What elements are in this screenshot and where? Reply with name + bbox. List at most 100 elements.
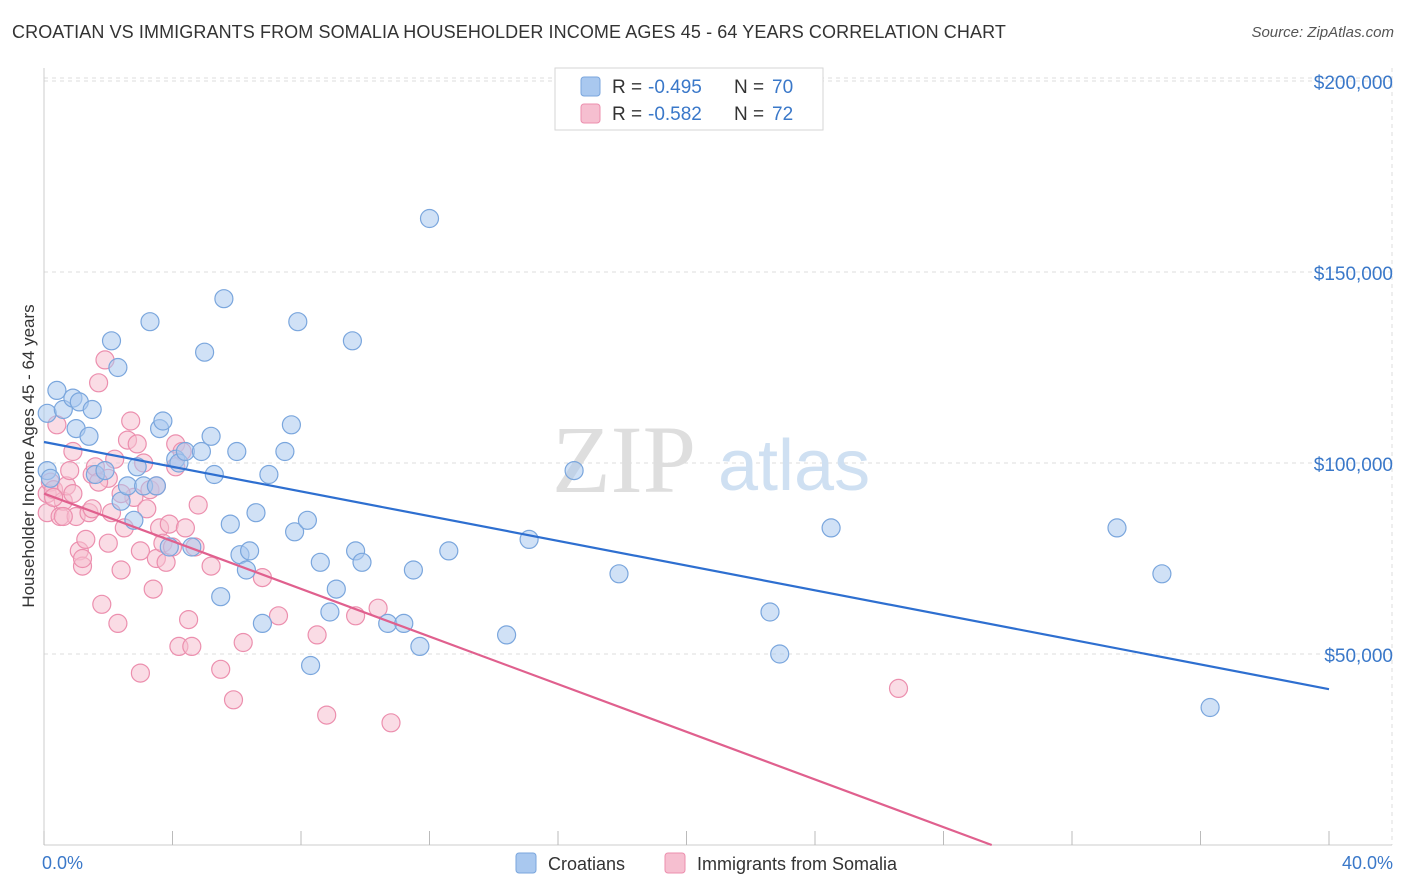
croatian-point [95, 461, 115, 481]
legend-somalia-n-label: N = [734, 104, 764, 125]
watermark-zip-text: ZIP [552, 406, 696, 513]
somalia-point [188, 495, 208, 515]
x-axis-ticks [43, 831, 1330, 845]
somalia-point [888, 678, 909, 699]
legend-somalia-r-value: -0.582 [648, 104, 702, 125]
bottom-legend-croatians-swatch [515, 852, 537, 874]
croatian-point [760, 602, 780, 622]
croatian-point [101, 331, 122, 351]
croatian-point [240, 541, 260, 561]
legend-croatians-n-value: 70 [772, 77, 793, 98]
croatian-point [227, 441, 247, 462]
bottom-legend-somalia-swatch [664, 852, 686, 874]
somalia-point [179, 609, 199, 630]
somalia-point [92, 594, 112, 614]
croatian-point [770, 644, 790, 664]
croatian-point [1200, 697, 1220, 718]
somalia-point [268, 606, 289, 626]
somalia-point [63, 441, 83, 462]
croatian-point [403, 560, 423, 580]
y-tick-label: $50,000 [1324, 646, 1393, 667]
somalia-point [60, 461, 80, 481]
croatian-point [301, 655, 321, 676]
croatian-point [252, 613, 272, 634]
grid-lines [44, 68, 1393, 845]
legend-croatians-r-value: -0.495 [648, 77, 702, 98]
trendlines [43, 440, 1330, 847]
y-axis-tick-labels: $50,000 $100,000 $150,000 $200,000 [1314, 73, 1393, 667]
croatian-point [37, 403, 57, 423]
croatian-point [275, 441, 295, 462]
somalia-point [72, 548, 93, 569]
croatian-point [79, 426, 99, 446]
croatian-point [288, 312, 308, 332]
somalia-point [121, 411, 141, 431]
croatians-trendline [43, 440, 1330, 691]
croatian-point [1152, 564, 1172, 584]
y-tick-label: $150,000 [1314, 264, 1393, 285]
croatian-point [320, 602, 340, 622]
croatian-point [410, 636, 430, 657]
somalia-point [98, 533, 118, 553]
croatian-point [211, 587, 231, 607]
somalia-point [130, 663, 150, 683]
croatian-point [195, 342, 215, 362]
croatian-point [82, 399, 102, 420]
x-tick-label-min: 0.0% [42, 853, 83, 873]
croatian-point [40, 468, 61, 488]
somalia-point [88, 373, 109, 393]
axes [43, 68, 1392, 846]
croatian-point [439, 541, 459, 561]
bottom-legend-croatians-label: Croatians [548, 854, 625, 874]
croatian-point [246, 503, 266, 523]
legend-somalia-swatch [580, 103, 601, 124]
somalia-point [108, 613, 128, 634]
croatians-points [37, 208, 1220, 718]
y-axis-title: Householder Income Ages 45 - 64 years [19, 304, 38, 607]
croatian-point [285, 522, 305, 542]
somalia-point [223, 690, 244, 710]
somalia-point [143, 579, 163, 599]
croatian-point [175, 441, 195, 462]
croatian-point [564, 461, 584, 481]
legend-somalia-n-value: 72 [772, 104, 793, 125]
croatian-point [214, 289, 234, 309]
croatian-point [236, 560, 256, 580]
somalia-point [307, 625, 327, 645]
somalia-point [381, 713, 401, 733]
y-tick-label: $100,000 [1314, 455, 1393, 476]
croatian-point [191, 441, 211, 462]
bottom-legend-somalia-label: Immigrants from Somalia [697, 854, 898, 874]
somalia-point [53, 506, 73, 527]
somalia-point [159, 514, 179, 534]
croatian-point [117, 476, 138, 496]
croatian-point [140, 312, 160, 332]
croatian-point [1107, 518, 1127, 538]
croatian-point [419, 208, 440, 229]
somalia-trendline [43, 492, 993, 847]
somalia-point [76, 529, 96, 550]
legend-croatians-n-label: N = [734, 77, 764, 98]
croatian-point [146, 476, 166, 496]
somalia-point [201, 556, 221, 576]
somalia-point [211, 659, 231, 679]
x-tick-label-max: 40.0% [1342, 853, 1393, 873]
croatian-point [297, 510, 317, 530]
legend-croatians-swatch [580, 76, 601, 97]
croatian-point [220, 514, 240, 534]
somalia-point [127, 434, 147, 454]
legend-somalia-r-label: R = [612, 104, 642, 125]
somalia-point [175, 518, 195, 538]
bottom-legend: Croatians Immigrants from Somalia [515, 852, 898, 874]
croatian-point [281, 415, 301, 435]
somalia-point [233, 632, 253, 653]
somalia-point [182, 636, 202, 657]
somalia-point [317, 705, 337, 725]
croatian-point [326, 579, 346, 599]
legend-box: R = -0.495 N = 70 R = -0.582 N = 72 [554, 67, 824, 131]
croatian-point [201, 426, 221, 446]
croatian-point [182, 537, 202, 557]
somalia-point [63, 484, 83, 504]
somalia-point [130, 541, 150, 561]
